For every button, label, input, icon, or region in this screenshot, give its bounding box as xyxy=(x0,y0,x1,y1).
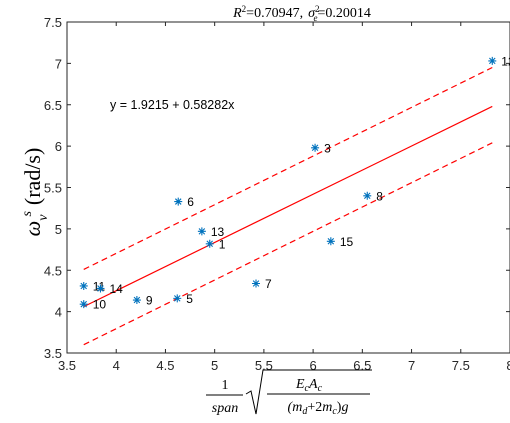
point-label: 13 xyxy=(211,225,225,239)
x-tick-label: 6 xyxy=(309,358,316,373)
x-tick-label: 8 xyxy=(506,358,510,373)
xlabel-numerator: 1 xyxy=(222,378,229,393)
title-sigma-sup: 2 xyxy=(315,4,320,14)
point-marker xyxy=(252,279,261,288)
point-marker xyxy=(488,56,497,65)
point-marker xyxy=(96,284,105,293)
x-tick-label: 6.5 xyxy=(353,358,371,373)
y-tick-label: 3.5 xyxy=(44,346,62,361)
confidence-bounds xyxy=(83,66,493,346)
point-marker xyxy=(79,281,88,290)
y-tick-label: 7.5 xyxy=(44,15,62,30)
data-point-9: 9 xyxy=(132,294,153,308)
point-label: 12 xyxy=(501,54,510,68)
fit-line xyxy=(83,105,493,308)
y-tick-label: 5 xyxy=(55,222,62,237)
data-point-3: 3 xyxy=(311,141,331,155)
svg-text:ωvs(rad/s): ωvs (rad/s) xyxy=(20,148,51,237)
point-marker xyxy=(173,294,182,303)
x-tick-label: 4 xyxy=(113,358,120,373)
svg-text:(md+2mc)g: (md+2mc)g xyxy=(288,400,349,417)
regression-equation: y = 1.9215 + 0.58282x xyxy=(110,98,235,112)
y-tick-label: 6.5 xyxy=(44,98,62,113)
data-point-8: 8 xyxy=(363,189,383,203)
title-sigma-value: =0.20014 xyxy=(317,6,370,21)
point-marker xyxy=(79,300,88,309)
point-label: 10 xyxy=(93,298,107,312)
point-label: 5 xyxy=(186,292,193,306)
data-point-15: 15 xyxy=(326,235,354,249)
data-point-5: 5 xyxy=(173,292,193,306)
data-point-1: 1 xyxy=(205,237,226,251)
title-sigma-sub: e xyxy=(313,13,317,23)
fit-line-segment xyxy=(83,105,493,308)
data-points: 1356789101112131415 xyxy=(79,54,510,312)
ylabel-sup: s xyxy=(20,211,35,217)
y-tick-label: 4 xyxy=(55,305,62,320)
point-label: 15 xyxy=(340,235,354,249)
point-label: 7 xyxy=(265,277,272,291)
y-axis-label: ωvs (rad/s) xyxy=(20,148,51,237)
y-tick-label: 4.5 xyxy=(44,263,62,278)
ylabel-sub: v xyxy=(36,214,51,221)
ylabel-unit: (rad/s) xyxy=(20,148,45,205)
bound-lower xyxy=(83,142,493,346)
x-tick-label: 7 xyxy=(408,358,415,373)
point-marker xyxy=(311,143,320,152)
chart-title: R2=0.70947, σ2 e=0.20014 xyxy=(232,4,371,23)
svg-text:R2=0.70947,σ2e=0.20014: R2=0.70947, σ2 e=0.20014 xyxy=(232,4,371,23)
x-tick-label: 4.5 xyxy=(156,358,174,373)
data-point-13: 13 xyxy=(197,225,225,239)
data-point-6: 6 xyxy=(174,195,194,209)
point-label: 3 xyxy=(324,141,331,155)
title-r2-value: =0.70947, xyxy=(246,6,303,21)
y-tick-label: 7 xyxy=(55,56,62,71)
point-label: 8 xyxy=(376,189,383,203)
point-label: 9 xyxy=(146,294,153,308)
point-label: 6 xyxy=(187,195,194,209)
title-sigma-symbol: σ xyxy=(308,6,316,21)
ylabel-symbol: ω xyxy=(20,221,45,237)
point-label: 14 xyxy=(109,282,123,296)
plot-area xyxy=(66,21,510,354)
xlabel-radical xyxy=(245,369,372,415)
data-point-7: 7 xyxy=(252,277,272,291)
x-tick-label: 3.5 xyxy=(58,358,76,373)
x-tick-label: 7.5 xyxy=(452,358,470,373)
xlabel-span: span xyxy=(212,401,238,416)
x-tick-label: 5 xyxy=(211,358,218,373)
point-marker xyxy=(205,239,214,248)
point-marker xyxy=(326,237,335,246)
x-axis-label: 1 span EcAc (md+2mc)g xyxy=(206,369,372,417)
y-tick-label: 6 xyxy=(55,139,62,154)
data-point-12: 12 xyxy=(488,54,510,68)
bound-upper xyxy=(83,66,493,270)
point-marker xyxy=(363,191,372,200)
axis-ticks: 3.5 4 4.5 5 5.5 6 6.5 7 7.5 8 3.5 4 4.5 5 5.5 6 6.5 7 7.5 xyxy=(44,15,510,373)
y-tick-label: 5.5 xyxy=(44,181,62,196)
point-label: 1 xyxy=(219,237,226,251)
point-marker xyxy=(197,227,206,236)
title-r2-sup: 2 xyxy=(242,4,247,14)
xlabel-inner-numerator: EcAc xyxy=(295,377,323,394)
data-point-14: 14 xyxy=(96,282,123,296)
data-point-10: 10 xyxy=(79,298,107,312)
svg-text:EcAc: EcAc xyxy=(295,377,323,394)
x-tick-label: 5.5 xyxy=(255,358,273,373)
title-r2-symbol: R xyxy=(232,6,242,21)
point-marker xyxy=(132,296,141,305)
xlabel-inner-denominator: (md+2mc)g xyxy=(288,400,349,417)
point-marker xyxy=(174,197,183,206)
